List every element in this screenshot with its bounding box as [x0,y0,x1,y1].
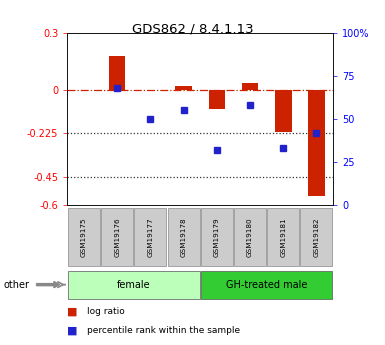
Text: GSM19176: GSM19176 [114,217,120,257]
Text: GSM19177: GSM19177 [147,217,153,257]
Text: GSM19182: GSM19182 [313,217,320,257]
Text: GSM19180: GSM19180 [247,217,253,257]
Bar [300,208,332,266]
Bar [242,82,258,90]
Bar [201,208,233,266]
Bar [68,208,100,266]
Bar [101,208,133,266]
Text: ■: ■ [67,307,78,317]
Text: log ratio: log ratio [87,307,124,316]
Bar [109,56,126,90]
Text: GDS862 / 8.4.1.13: GDS862 / 8.4.1.13 [132,22,253,36]
Bar [201,270,332,298]
Text: GH-treated male: GH-treated male [226,280,307,289]
Bar [167,208,199,266]
Text: percentile rank within the sample: percentile rank within the sample [87,326,240,335]
Text: GSM19178: GSM19178 [181,217,187,257]
Text: GSM19181: GSM19181 [280,217,286,257]
Bar [234,208,266,266]
Text: GSM19175: GSM19175 [81,217,87,257]
Text: other: other [4,280,30,289]
Bar [134,208,166,266]
Text: female: female [117,280,151,289]
Text: ■: ■ [67,326,78,336]
Bar [308,90,325,196]
Bar [68,270,199,298]
Text: GSM19179: GSM19179 [214,217,220,257]
Bar [275,90,291,132]
Bar [209,90,225,109]
Bar [267,208,299,266]
Bar [175,87,192,90]
